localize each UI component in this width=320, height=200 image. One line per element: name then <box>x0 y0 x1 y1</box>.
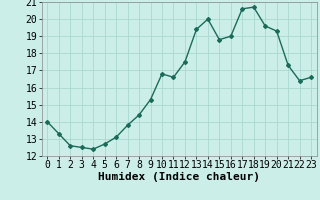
X-axis label: Humidex (Indice chaleur): Humidex (Indice chaleur) <box>98 172 260 182</box>
